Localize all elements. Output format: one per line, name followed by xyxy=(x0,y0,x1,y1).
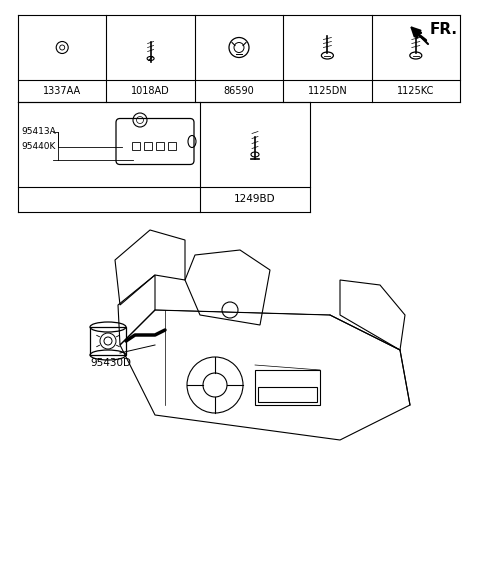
Bar xyxy=(144,141,152,149)
Text: 1125KC: 1125KC xyxy=(397,86,434,96)
Text: 1018AD: 1018AD xyxy=(131,86,170,96)
Bar xyxy=(132,141,140,149)
Text: 95430D: 95430D xyxy=(90,358,131,368)
Bar xyxy=(258,387,317,402)
Bar xyxy=(90,327,126,355)
Bar xyxy=(255,370,320,405)
Bar xyxy=(156,141,164,149)
Text: 1125DN: 1125DN xyxy=(308,86,347,96)
Text: 86590: 86590 xyxy=(224,86,254,96)
Text: FR.: FR. xyxy=(430,22,458,37)
Bar xyxy=(168,141,176,149)
Text: 1337AA: 1337AA xyxy=(43,86,81,96)
Text: 95413A: 95413A xyxy=(21,127,56,136)
Text: 1249BD: 1249BD xyxy=(234,194,276,204)
Text: 95440K: 95440K xyxy=(21,142,55,151)
